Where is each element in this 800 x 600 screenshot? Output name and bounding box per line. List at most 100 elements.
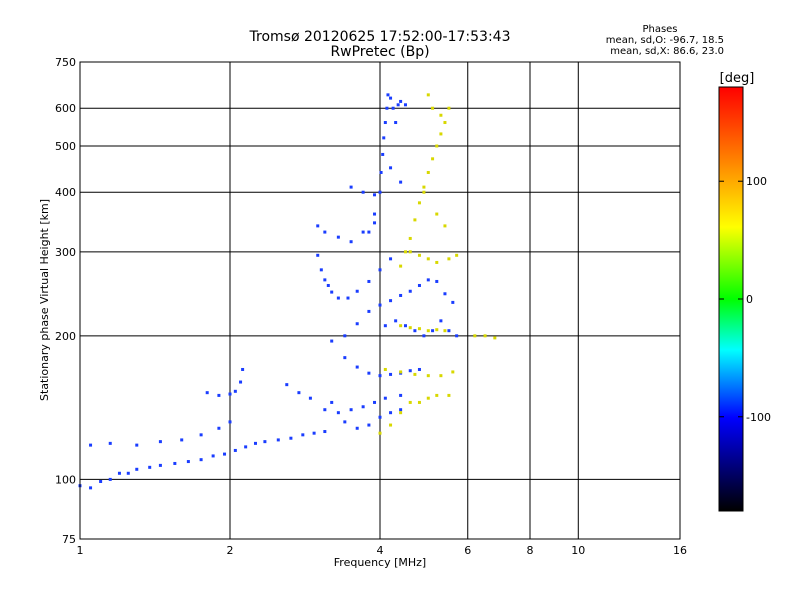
data-point-o xyxy=(336,411,340,415)
y-tick-label: 100 xyxy=(55,473,76,486)
data-point-o xyxy=(417,367,421,371)
data-point-o xyxy=(316,253,320,257)
data-point-o xyxy=(228,392,232,396)
data-point-o xyxy=(173,461,177,465)
data-point-o xyxy=(389,299,393,303)
data-point-x xyxy=(422,190,426,194)
data-point-o xyxy=(386,93,390,97)
data-point-o xyxy=(301,433,305,437)
data-point-o xyxy=(383,396,387,400)
data-point-o xyxy=(205,391,209,395)
data-point-o xyxy=(330,400,334,404)
data-point-x xyxy=(493,336,497,340)
phase-stats-o: mean, sd,O: -96.7, 18.5 xyxy=(606,35,724,46)
data-point-o xyxy=(396,103,400,107)
x-tick-label: 10 xyxy=(571,544,585,557)
data-point-o xyxy=(403,103,407,107)
data-point-x xyxy=(413,218,417,222)
data-point-o xyxy=(217,426,221,430)
data-point-o xyxy=(217,393,221,397)
data-point-o xyxy=(361,230,365,234)
data-point-o xyxy=(323,230,327,234)
data-point-o xyxy=(135,467,139,471)
data-point-x xyxy=(431,106,435,110)
colorbar-ticks: 100 0 -100 xyxy=(719,175,771,424)
data-point-o xyxy=(99,479,103,483)
data-point-x xyxy=(399,370,403,374)
data-point-o xyxy=(180,438,184,442)
data-point-x xyxy=(408,400,412,404)
data-point-o xyxy=(373,193,377,197)
data-point-o xyxy=(211,454,215,458)
axis-ticks: 1 2 4 6 8 10 16 75 100 200 300 400 500 600 750 xyxy=(55,56,687,557)
data-point-o xyxy=(355,365,359,369)
data-point-o xyxy=(89,443,93,447)
data-point-o xyxy=(413,329,417,333)
y-tick-label: 75 xyxy=(62,533,76,546)
data-point-o xyxy=(382,136,386,140)
data-point-o xyxy=(330,339,334,343)
data-point-o xyxy=(276,438,280,442)
colorbar-tick-label: -100 xyxy=(746,411,771,424)
data-point-o xyxy=(319,268,323,272)
data-point-o xyxy=(108,477,112,481)
data-point-x xyxy=(426,374,430,378)
data-point-x xyxy=(417,201,421,205)
data-point-o xyxy=(233,448,237,452)
data-point-x xyxy=(447,257,451,261)
data-point-x xyxy=(439,374,443,378)
x-tick-label: 8 xyxy=(527,544,534,557)
data-point-o xyxy=(431,329,435,333)
data-point-o xyxy=(408,289,412,293)
data-point-o xyxy=(343,356,347,360)
data-point-x xyxy=(447,106,451,110)
data-point-o xyxy=(389,166,393,170)
x-axis-label: Frequency [MHz] xyxy=(334,556,426,569)
data-point-o xyxy=(389,411,393,415)
data-point-o xyxy=(308,396,312,400)
data-point-o xyxy=(158,463,162,467)
y-tick-label: 200 xyxy=(55,330,76,343)
phase-stats-heading: Phases xyxy=(642,24,677,35)
data-point-o xyxy=(399,99,403,103)
data-point-o xyxy=(323,430,327,434)
data-point-o xyxy=(355,289,359,293)
data-point-x xyxy=(443,224,447,228)
data-point-x xyxy=(413,372,417,376)
data-point-x xyxy=(435,144,439,148)
data-point-x xyxy=(389,423,393,427)
data-point-o xyxy=(336,235,340,239)
x-tick-label: 16 xyxy=(673,544,687,557)
colorbar-tick-label: 100 xyxy=(746,175,767,188)
data-point-x xyxy=(417,253,421,257)
phase-stats-x: mean, sd,X: 86.6, 23.0 xyxy=(610,46,724,57)
data-point-o xyxy=(312,431,316,435)
data-point-x xyxy=(473,334,477,338)
data-point-o xyxy=(241,367,245,371)
data-point-x xyxy=(431,157,435,161)
data-point-o xyxy=(373,212,377,216)
data-point-o xyxy=(263,440,267,444)
data-point-x xyxy=(399,324,403,328)
y-tick-label: 750 xyxy=(55,56,76,69)
data-points xyxy=(78,93,497,490)
data-point-x xyxy=(426,396,430,400)
data-point-o xyxy=(408,369,412,373)
data-point-o xyxy=(89,486,93,490)
colorbar-label: [deg] xyxy=(720,71,755,86)
data-point-o xyxy=(383,324,387,328)
chart-title: Tromsø 20120625 17:52:00-17:53:43 xyxy=(249,29,511,45)
data-point-x xyxy=(443,329,447,333)
data-point-o xyxy=(367,309,371,313)
data-point-x xyxy=(443,121,447,125)
data-point-x xyxy=(408,236,412,240)
data-point-o xyxy=(244,445,248,449)
y-axis-label: Stationary phase Virtual Height [km] xyxy=(38,199,51,401)
data-point-o xyxy=(108,441,112,445)
data-point-o xyxy=(426,278,430,282)
data-point-o xyxy=(389,257,393,261)
data-point-o xyxy=(349,185,353,189)
data-point-x xyxy=(435,393,439,397)
data-point-o xyxy=(417,283,421,287)
data-point-o xyxy=(186,460,190,464)
